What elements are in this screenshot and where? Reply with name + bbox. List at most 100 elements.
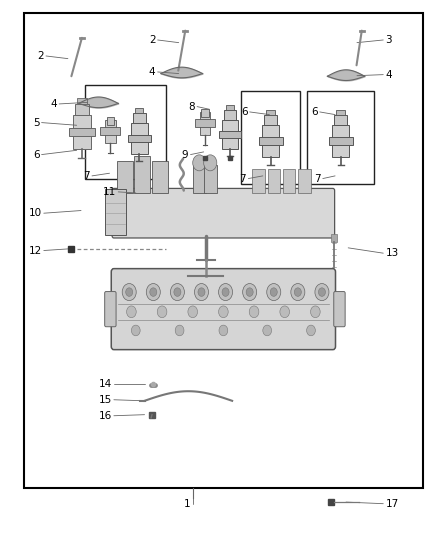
Circle shape xyxy=(188,306,198,318)
Bar xyxy=(100,127,120,135)
Bar xyxy=(334,115,347,125)
Text: 9: 9 xyxy=(182,150,188,159)
Circle shape xyxy=(131,325,140,336)
Bar xyxy=(259,138,283,145)
Bar xyxy=(222,119,238,149)
Circle shape xyxy=(122,284,136,301)
Circle shape xyxy=(270,288,277,296)
Circle shape xyxy=(222,288,229,296)
FancyBboxPatch shape xyxy=(105,292,116,327)
Bar xyxy=(332,125,350,157)
Text: 12: 12 xyxy=(28,246,42,255)
Text: 4: 4 xyxy=(149,67,155,77)
Text: 7: 7 xyxy=(83,171,90,181)
Text: 7: 7 xyxy=(314,174,321,183)
Bar xyxy=(219,131,241,138)
Circle shape xyxy=(198,288,205,296)
Circle shape xyxy=(126,288,133,296)
Circle shape xyxy=(249,306,259,318)
Text: 2: 2 xyxy=(37,51,44,61)
Bar xyxy=(224,110,236,119)
Bar xyxy=(241,91,300,184)
Bar xyxy=(24,13,423,488)
Bar xyxy=(135,108,144,113)
Bar xyxy=(331,234,337,242)
Text: 16: 16 xyxy=(99,411,112,421)
Bar xyxy=(105,120,116,143)
Circle shape xyxy=(170,284,184,301)
Circle shape xyxy=(127,306,136,318)
Text: 6: 6 xyxy=(241,107,247,117)
Text: 10: 10 xyxy=(28,208,42,218)
Bar xyxy=(226,105,234,110)
Bar xyxy=(307,91,374,184)
Circle shape xyxy=(175,325,184,336)
Bar xyxy=(128,135,151,142)
Text: 5: 5 xyxy=(33,118,39,127)
Circle shape xyxy=(291,284,305,301)
Text: 2: 2 xyxy=(149,35,155,45)
Bar xyxy=(266,110,275,115)
Bar xyxy=(117,161,133,193)
Bar xyxy=(106,117,114,125)
Circle shape xyxy=(146,284,160,301)
Bar xyxy=(105,189,126,235)
Text: 3: 3 xyxy=(385,35,392,45)
Circle shape xyxy=(280,306,290,318)
Bar xyxy=(133,113,145,123)
Text: 4: 4 xyxy=(50,99,57,109)
Text: 6: 6 xyxy=(33,150,39,159)
Bar xyxy=(201,109,209,117)
Circle shape xyxy=(193,155,206,171)
Bar xyxy=(77,98,87,104)
Text: 6: 6 xyxy=(311,107,318,117)
Bar xyxy=(268,169,280,193)
Bar xyxy=(264,115,277,125)
Bar xyxy=(75,104,89,115)
Bar xyxy=(134,156,150,193)
Bar xyxy=(252,169,265,193)
Text: 17: 17 xyxy=(385,499,399,508)
Text: 1: 1 xyxy=(184,499,191,508)
Bar xyxy=(200,112,210,135)
Text: 7: 7 xyxy=(240,174,246,183)
Bar xyxy=(85,85,166,179)
Circle shape xyxy=(246,288,253,296)
Bar xyxy=(262,125,279,157)
Text: 13: 13 xyxy=(385,248,399,258)
Text: 11: 11 xyxy=(103,187,116,197)
FancyBboxPatch shape xyxy=(334,292,345,327)
Circle shape xyxy=(157,306,167,318)
Text: 15: 15 xyxy=(99,395,112,405)
Circle shape xyxy=(307,325,315,336)
Text: 8: 8 xyxy=(188,102,195,111)
FancyBboxPatch shape xyxy=(111,269,336,350)
Text: 4: 4 xyxy=(385,70,392,79)
Circle shape xyxy=(311,306,320,318)
Circle shape xyxy=(318,288,325,296)
FancyBboxPatch shape xyxy=(112,189,335,238)
Bar xyxy=(298,169,311,193)
Circle shape xyxy=(174,288,181,296)
Circle shape xyxy=(219,284,233,301)
Bar xyxy=(283,169,295,193)
Bar xyxy=(329,138,353,145)
Circle shape xyxy=(267,284,281,301)
Circle shape xyxy=(194,284,208,301)
Circle shape xyxy=(150,288,157,296)
Bar xyxy=(195,119,215,127)
Circle shape xyxy=(204,155,217,171)
Bar xyxy=(336,110,345,115)
Bar xyxy=(131,123,148,154)
Circle shape xyxy=(263,325,272,336)
Circle shape xyxy=(243,284,257,301)
Text: 14: 14 xyxy=(99,379,112,389)
Circle shape xyxy=(219,306,228,318)
Bar xyxy=(152,161,168,193)
Bar xyxy=(204,165,217,193)
Circle shape xyxy=(294,288,301,296)
Bar xyxy=(69,128,95,136)
Bar xyxy=(193,165,206,193)
Bar xyxy=(73,115,91,149)
Circle shape xyxy=(219,325,228,336)
